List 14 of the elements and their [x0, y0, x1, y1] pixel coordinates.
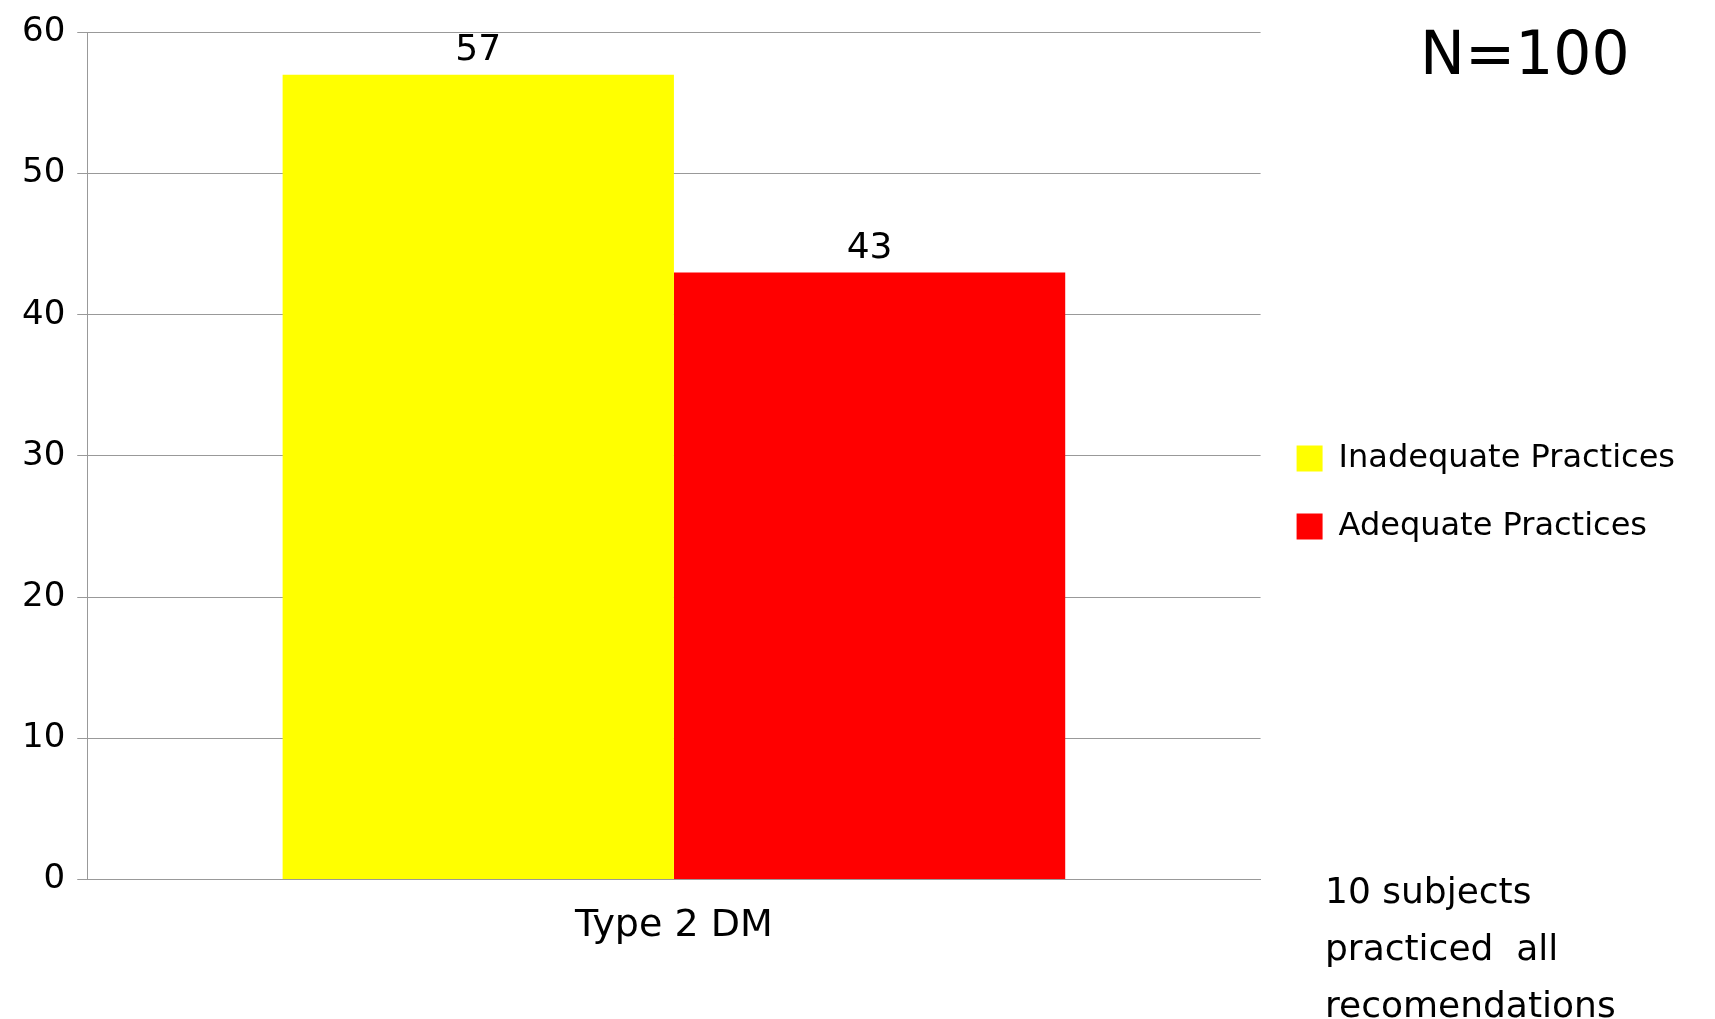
y-tick-label: 30	[22, 432, 66, 473]
y-tick-label: 0	[43, 856, 66, 897]
x-tick-label: Type 2 DM	[574, 901, 773, 946]
data-label: 57	[455, 27, 502, 69]
y-tick-label: 20	[22, 573, 66, 614]
data-label: 43	[846, 224, 893, 266]
y-tick-label: 40	[22, 291, 66, 332]
y-tick-label: 50	[22, 150, 66, 191]
y-tick-label: 60	[22, 9, 66, 50]
legend-label: Inadequate Practices	[1338, 436, 1675, 475]
y-tick-label: 10	[22, 715, 66, 756]
legend-label: Adequate Practices	[1338, 504, 1647, 543]
text: N=100	[1420, 18, 1630, 88]
text: 10 subjects practiced all recomendations	[1325, 869, 1617, 1019]
